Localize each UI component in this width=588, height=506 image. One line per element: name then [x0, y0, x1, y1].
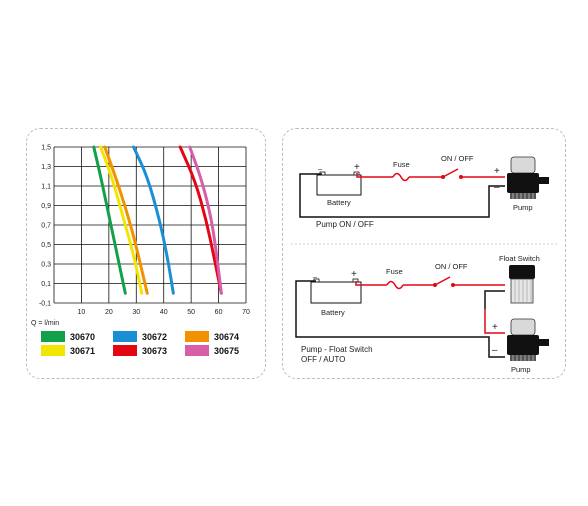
wiring-diagrams: – + Battery Fuse ON / OFF + –: [291, 154, 557, 374]
chart-panel: 1,5 1,3 1,1 0,9 0,7 0,5 0,3 0,1 -0,1 10 20 30 40 50 6…: [26, 128, 266, 379]
y-tick-label: 0,9: [41, 203, 51, 210]
y-tick-label: 0,5: [41, 242, 51, 249]
legend-label-30670: 30670: [70, 332, 95, 342]
black-wire: [295, 280, 505, 358]
battery-symbol: [310, 281, 362, 304]
pump-plus-sign: +: [494, 166, 500, 177]
battery-minus-sign: –: [313, 272, 318, 281]
fuse-label: Fuse: [393, 160, 410, 169]
y-tick-label: 1,1: [41, 184, 51, 191]
battery-minus-sign: –: [318, 164, 323, 173]
pump-minus-sign: –: [492, 345, 498, 356]
y-tick-label: 0,7: [41, 223, 51, 230]
float-switch-icon: [509, 265, 535, 304]
series-line-30674: [103, 145, 149, 295]
fuse-label: Fuse: [386, 267, 403, 276]
switch-lever: [434, 276, 451, 286]
y-tick-labels: 1,5 1,3 1,1 0,9 0,7 0,5 0,3 0,1 -0,1: [39, 145, 51, 308]
x-tick-label: 50: [187, 309, 195, 316]
y-tick-label: 1,5: [41, 145, 51, 152]
pump-plus-sign: +: [492, 322, 498, 333]
circuit-caption-line2: OFF / AUTO: [301, 355, 345, 364]
legend-label-30674: 30674: [214, 332, 239, 342]
series-line-30672: [132, 145, 175, 295]
legend-label-30673: 30673: [142, 346, 167, 356]
fuse-symbol: [386, 280, 404, 290]
circuit-caption-line1: Pump - Float Switch: [301, 345, 373, 354]
pump-icon: [507, 318, 549, 361]
x-tick-label: 30: [132, 309, 140, 316]
legend-swatch-30675: [185, 345, 209, 356]
red-wire: [355, 281, 387, 286]
black-wire: [299, 173, 505, 218]
legend-swatch-30671: [41, 345, 65, 356]
battery-plus-sign: +: [354, 162, 360, 173]
pump-label: Pump: [511, 365, 531, 374]
switch-label: ON / OFF: [435, 262, 468, 271]
chart-legend: 30670 30672 30674 30671 30673 30675: [41, 331, 239, 356]
legend-swatch-30672: [113, 331, 137, 342]
y-tick-label: 0,1: [41, 281, 51, 288]
float-switch-black-wire: [484, 290, 505, 309]
x-axis-label: Q = l/min: [31, 320, 59, 327]
pump-performance-chart: 1,5 1,3 1,1 0,9 0,7 0,5 0,3 0,1 -0,1 10 20 30 40 50 6…: [31, 145, 250, 356]
wiring-panel: – + Battery Fuse ON / OFF + –: [282, 128, 566, 379]
y-tick-label: 1,3: [41, 164, 51, 171]
x-tick-label: 70: [242, 309, 250, 316]
series-line-30671: [99, 145, 144, 295]
y-tick-label: 0,3: [41, 262, 51, 269]
pump-icon: [507, 156, 549, 199]
x-tick-label: 20: [105, 309, 113, 316]
red-wire: [356, 173, 393, 178]
legend-swatch-30670: [41, 331, 65, 342]
x-tick-label: 10: [78, 309, 86, 316]
fuse-symbol: [392, 172, 410, 182]
battery-symbol: [316, 174, 362, 196]
legend-swatch-30673: [113, 345, 137, 356]
x-tick-label: 40: [160, 309, 168, 316]
circuit-caption: Pump ON / OFF: [316, 220, 374, 229]
circuit-pump-on-off: – + Battery Fuse ON / OFF + –: [299, 154, 549, 229]
series-line-30675: [188, 145, 223, 295]
x-tick-labels: 10 20 30 40 50 60 70: [78, 309, 250, 316]
series-line-30670: [92, 145, 127, 295]
legend-label-30672: 30672: [142, 332, 167, 342]
pump-minus-sign: –: [494, 182, 500, 193]
legend-swatch-30674: [185, 331, 209, 342]
circuit-float-switch: – + Battery Fuse ON / OFF: [295, 254, 549, 374]
y-tick-label: -0,1: [39, 301, 51, 308]
x-tick-label: 60: [215, 309, 223, 316]
legend-label-30671: 30671: [70, 346, 95, 356]
legend-label-30675: 30675: [214, 346, 239, 356]
series-line-30673: [178, 145, 223, 295]
battery-label: Battery: [327, 198, 351, 207]
battery-plus-sign: +: [351, 269, 357, 280]
switch-label: ON / OFF: [441, 154, 474, 163]
chart-series: [92, 145, 223, 295]
pump-label: Pump: [513, 203, 533, 212]
float-switch-red-wire: [484, 309, 505, 334]
float-switch-label: Float Switch: [499, 254, 540, 263]
switch-lever: [442, 168, 459, 178]
battery-label: Battery: [321, 308, 345, 317]
